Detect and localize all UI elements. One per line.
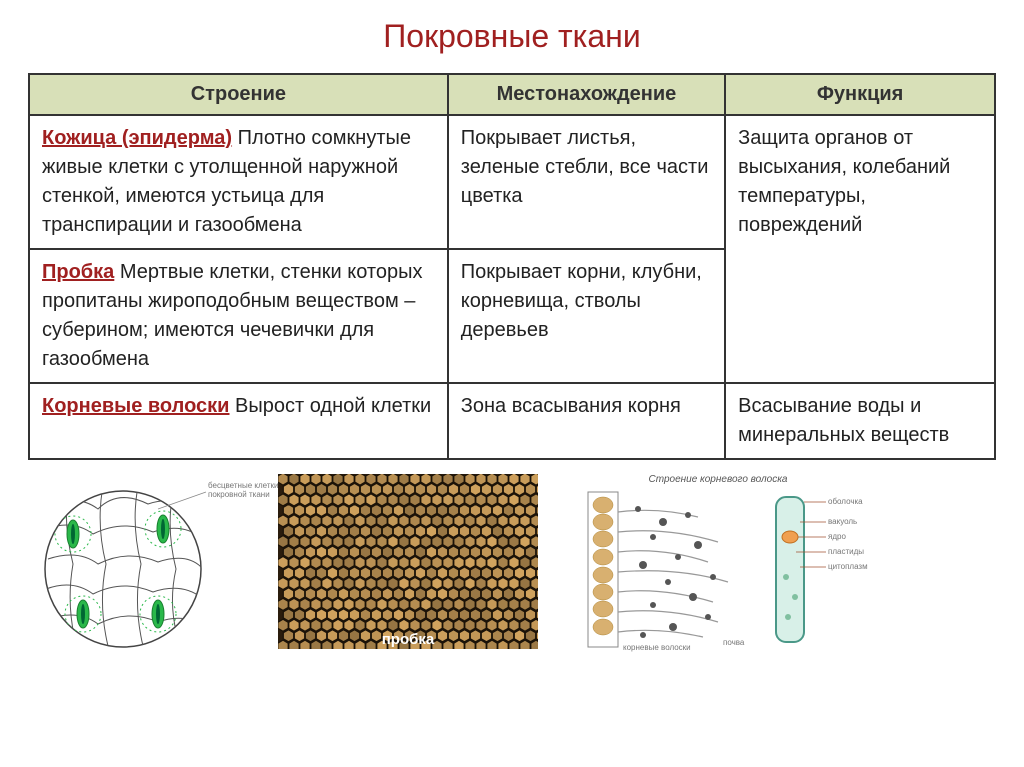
col-structure: Строение (29, 74, 448, 115)
cell-function: Защита органов от высыхания, колебаний т… (725, 115, 995, 383)
cell-structure: Корневые волоски Вырост одной клетки (29, 383, 448, 459)
svg-text:ядро: ядро (828, 532, 846, 541)
svg-text:корневые волоски: корневые волоски (623, 643, 691, 652)
illustrations-row: бесцветные клетки покровной ткани пробка… (28, 474, 996, 659)
svg-text:вакуоль: вакуоль (828, 517, 857, 526)
col-location: Местонахождение (448, 74, 725, 115)
cell-location: Покрывает листья, зеленые стебли, все ча… (448, 115, 725, 249)
term-cork: Пробка (42, 261, 114, 283)
svg-text:цитоплазма: цитоплазма (828, 562, 868, 571)
cork-figure: пробка (278, 474, 538, 654)
cell-function: Всасывание воды и минеральных веществ (725, 383, 995, 459)
svg-text:пластиды: пластиды (828, 547, 864, 556)
term-root-hair: Корневые волоски (42, 395, 229, 417)
cell-location: Зона всасывания корня (448, 383, 725, 459)
epidermis-figure: бесцветные клетки покровной ткани (38, 474, 248, 659)
structure-text: Вырост одной клетки (229, 395, 431, 417)
svg-text:почва: почва (723, 638, 745, 647)
col-function: Функция (725, 74, 995, 115)
cell-structure: Пробка Мертвые клетки, стенки которых пр… (29, 249, 448, 383)
cell-location: Покрывает корни, клубни, корневища, ство… (448, 249, 725, 383)
cell-structure: Кожица (эпидерма) Плотно сомкнутые живые… (29, 115, 448, 249)
cork-label: пробка (382, 631, 435, 648)
svg-text:оболочка: оболочка (828, 497, 863, 506)
table-row: Корневые волоски Вырост одной клетки Зон… (29, 383, 995, 459)
root-hair-title: Строение корневого волоска (568, 474, 868, 485)
epidermis-svg (38, 474, 248, 654)
cork-svg (278, 474, 538, 649)
page-title: Покровные ткани (28, 18, 996, 55)
root-hair-figure: Строение корневого волоска (568, 474, 868, 657)
root-hair-svg: оболочка вакуоль ядро пластиды цитоплазм… (568, 487, 868, 652)
tissue-table: Строение Местонахождение Функция Кожица … (28, 73, 996, 460)
table-row: Кожица (эпидерма) Плотно сомкнутые живые… (29, 115, 995, 249)
term-epidermis: Кожица (эпидерма) (42, 127, 232, 149)
